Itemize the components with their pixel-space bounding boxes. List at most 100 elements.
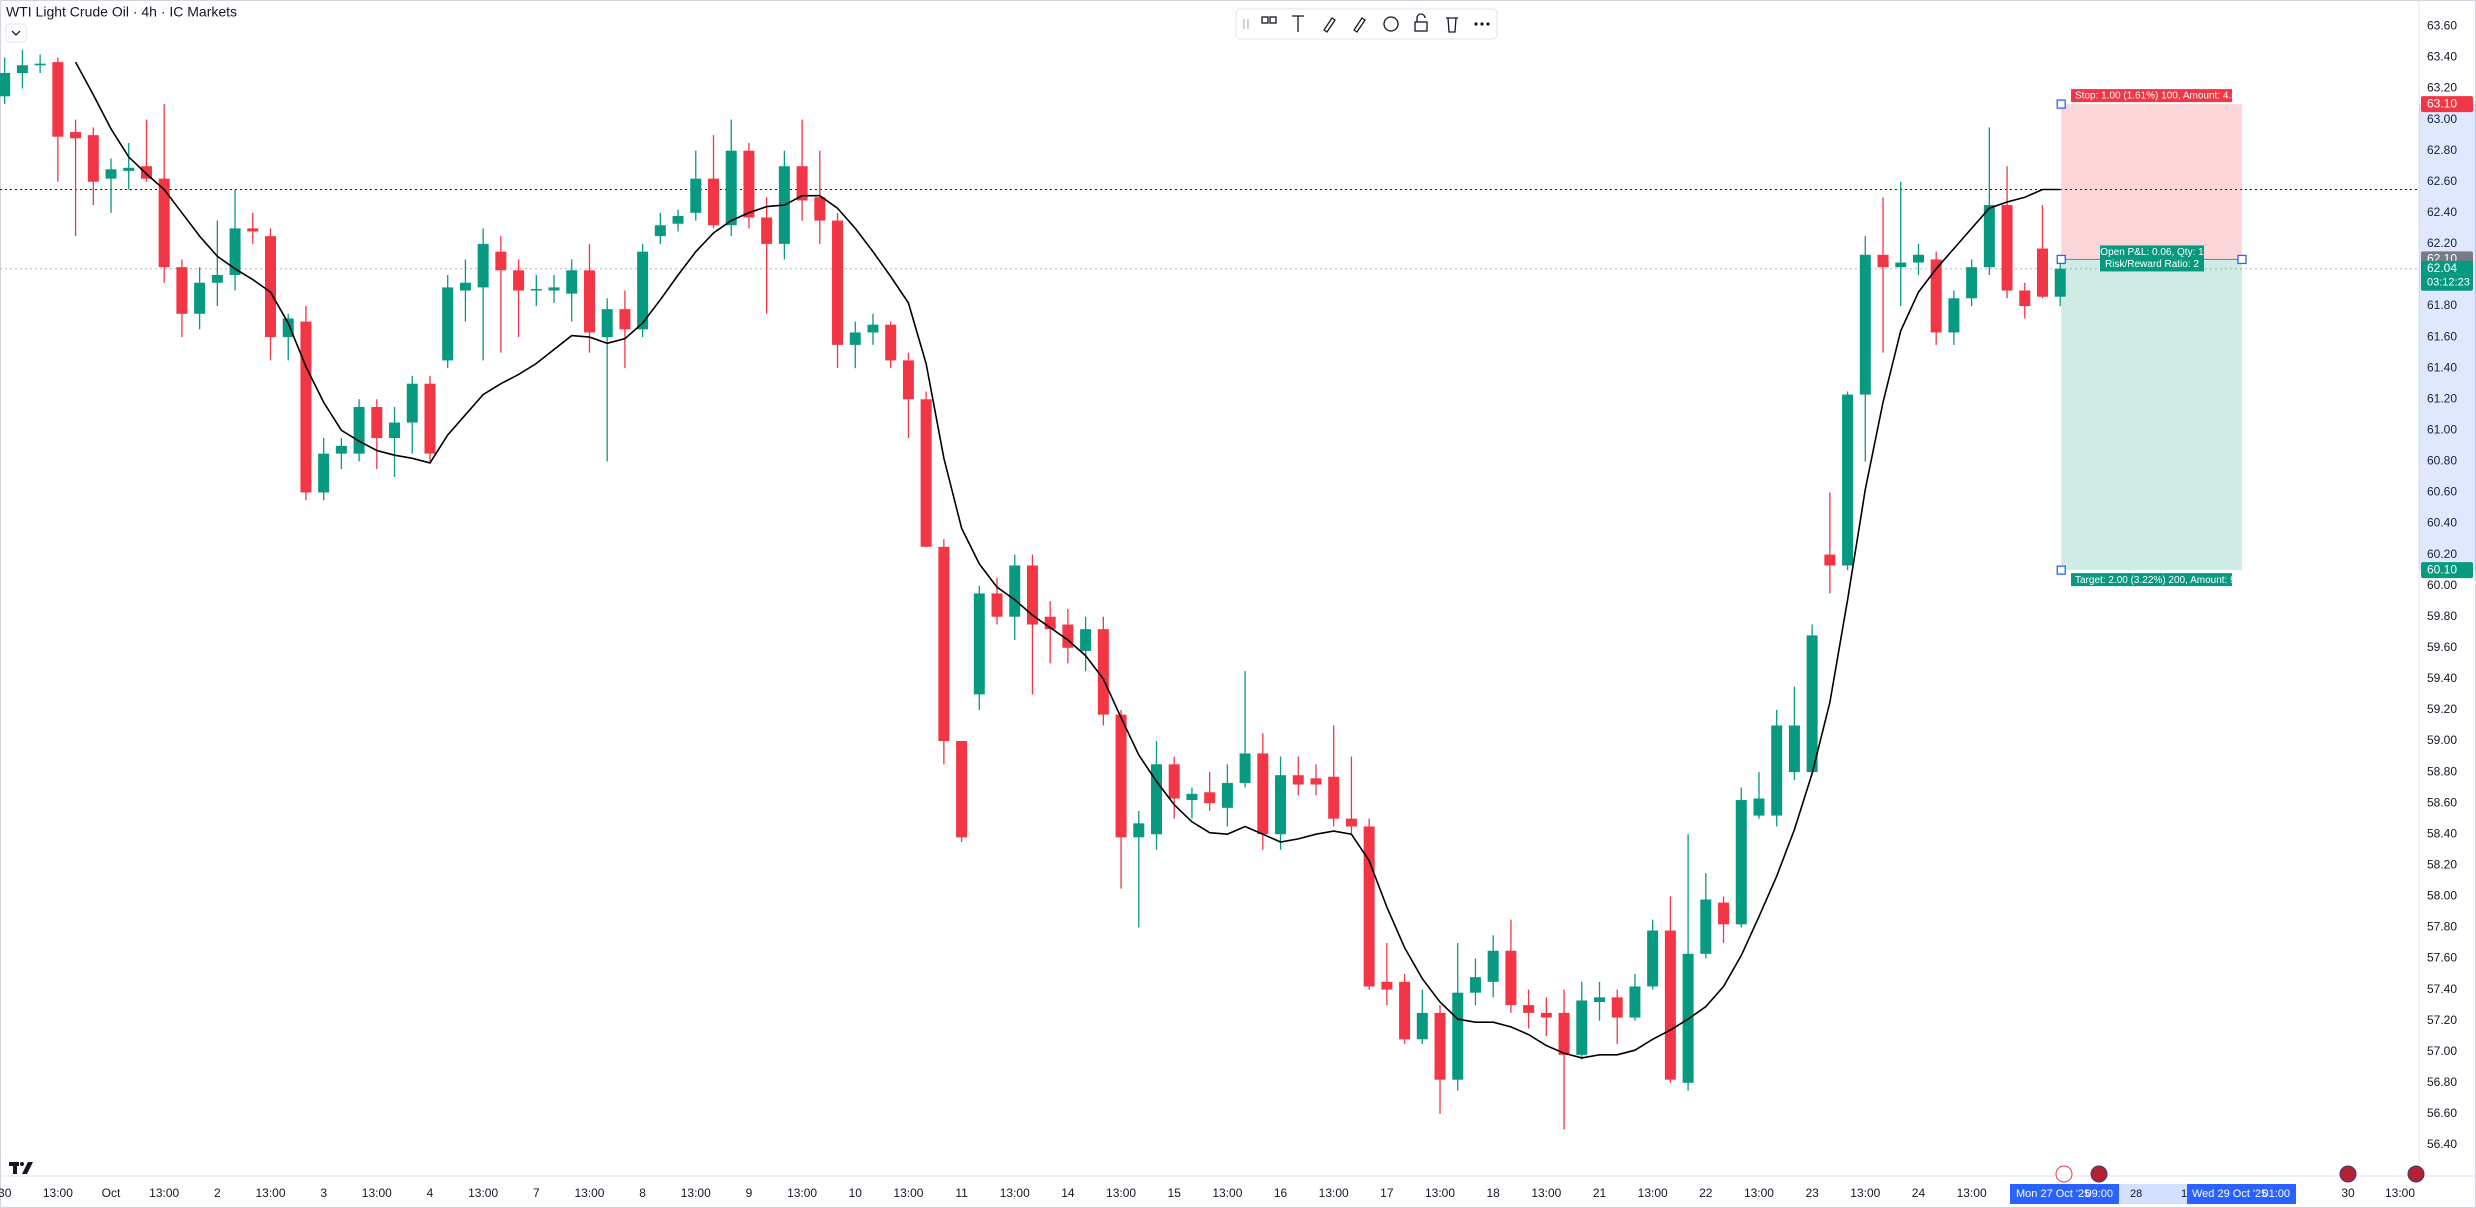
x-tick-label: 13:00: [43, 1186, 73, 1200]
x-tick-label: 13:00: [1957, 1186, 1987, 1200]
candle-body: [1469, 977, 1481, 993]
candle-body: [796, 166, 808, 201]
drawing-toolbar: [1235, 8, 1498, 40]
logo-part: [22, 1162, 33, 1174]
y-tick-label: 61.60: [2427, 329, 2457, 343]
candle-body: [832, 220, 844, 345]
x-tick-label: 3: [320, 1186, 327, 1200]
chart-title[interactable]: WTI Light Crude Oil · 4h · IC Markets: [6, 4, 237, 20]
target-label-bg: [2071, 573, 2232, 587]
flag-icon[interactable]: [2407, 1165, 2425, 1183]
y-tick-label: 63.60: [2427, 19, 2457, 33]
handle[interactable]: [2056, 565, 2066, 575]
x-tick-label: 13:00: [1212, 1186, 1242, 1200]
pen-icon[interactable]: [1353, 17, 1366, 33]
candle-body: [513, 270, 525, 291]
candle-body: [1842, 394, 1854, 566]
candle-body: [920, 399, 932, 547]
y-tick-label: 56.60: [2427, 1106, 2457, 1120]
x-tick-label: 13:00: [1000, 1186, 1030, 1200]
candle-body: [1629, 986, 1641, 1018]
x-tick-label: 8: [639, 1186, 646, 1200]
candle-body: [1363, 826, 1375, 987]
candle-body: [2001, 205, 2013, 291]
y-tick-label: 59.80: [2427, 609, 2457, 623]
y-tick-label: 57.20: [2427, 1013, 2457, 1027]
candle-body: [725, 150, 737, 226]
y-tick-label: 61.00: [2427, 422, 2457, 436]
candle-body: [1204, 792, 1216, 804]
range-middle: 28: [2130, 1188, 2142, 1200]
price-badge-label: 63.10: [2427, 96, 2457, 110]
candle-body: [1186, 793, 1198, 801]
x-tick-label: 30: [0, 1186, 12, 1200]
candle-body: [1753, 798, 1765, 816]
flag-icon[interactable]: [2090, 1165, 2108, 1183]
delete-icon[interactable]: [1446, 17, 1458, 33]
price-badge-label: 62.04: [2427, 261, 2457, 275]
candle-body: [1948, 298, 1960, 333]
x-tick-label: 13:00: [681, 1186, 711, 1200]
candle-body: [495, 251, 507, 271]
candle-body: [1416, 1012, 1428, 1040]
y-tick-label: 58.00: [2427, 889, 2457, 903]
flag-icon[interactable]: [2339, 1165, 2357, 1183]
y-tick-label: 58.80: [2427, 764, 2457, 778]
candle-body: [1966, 267, 1978, 299]
range-start-date: Mon 27 Oct '25: [2016, 1188, 2090, 1200]
drag-handle[interactable]: [1243, 19, 1249, 29]
candle-body: [1009, 565, 1021, 617]
pnl-label: Open P&L: 0.06, Qty: 1: [2100, 247, 2204, 258]
y-tick-label: 63.40: [2427, 50, 2457, 64]
candle-body: [194, 282, 206, 314]
candle-body: [16, 65, 28, 74]
candle-body: [2037, 248, 2048, 297]
candle-body: [849, 332, 861, 345]
plot: [0, 49, 2419, 1130]
candle-body: [34, 63, 46, 66]
handle[interactable]: [2056, 99, 2066, 109]
candle-body: [902, 360, 914, 400]
more-dot[interactable]: [1486, 22, 1490, 26]
more-dot[interactable]: [1480, 22, 1484, 26]
template-icon[interactable]: [1269, 16, 1277, 24]
y-tick-label: 57.40: [2427, 982, 2457, 996]
x-tick-label: 13:00: [893, 1186, 923, 1200]
candle-body: [1381, 981, 1393, 990]
x-tick-label: 13:00: [2385, 1186, 2415, 1200]
candle-body: [1718, 902, 1730, 925]
x-tick-label: 13:00: [149, 1186, 179, 1200]
template-icon[interactable]: [1261, 16, 1269, 24]
text-icon[interactable]: [1292, 15, 1304, 32]
price-badge: [2421, 260, 2473, 291]
candle-body: [583, 270, 595, 333]
candle-body: [1221, 782, 1233, 808]
lock-icon[interactable]: [1414, 21, 1428, 32]
x-tick-label: 4: [427, 1186, 434, 1200]
candle-body: [318, 453, 330, 493]
candle-body: [814, 197, 826, 221]
candle-body: [1611, 997, 1623, 1018]
y-tick-label: 56.40: [2427, 1137, 2457, 1151]
pen-icon[interactable]: [1323, 17, 1336, 33]
candle-body: [619, 309, 631, 330]
candle-body: [1345, 818, 1357, 827]
handle[interactable]: [2056, 254, 2066, 265]
candle-body: [140, 166, 152, 179]
candle-body: [1399, 981, 1411, 1040]
candle-body: [52, 62, 64, 137]
candle-body: [1239, 753, 1251, 783]
settings-icon[interactable]: [1383, 16, 1399, 32]
handle[interactable]: [2237, 254, 2247, 265]
x-tick-label: 2: [214, 1186, 221, 1200]
candle-body: [1912, 254, 1924, 263]
x-tick-label: 13:00: [1531, 1186, 1561, 1200]
event-icon[interactable]: [2055, 1165, 2073, 1183]
more-dot[interactable]: [1474, 22, 1478, 26]
x-tick-label: 13:00: [255, 1186, 285, 1200]
legend-toggle[interactable]: [5, 23, 27, 43]
candle-body: [530, 288, 542, 291]
price-badge: [2421, 562, 2473, 579]
x-tick-label: 22: [1699, 1186, 1713, 1200]
